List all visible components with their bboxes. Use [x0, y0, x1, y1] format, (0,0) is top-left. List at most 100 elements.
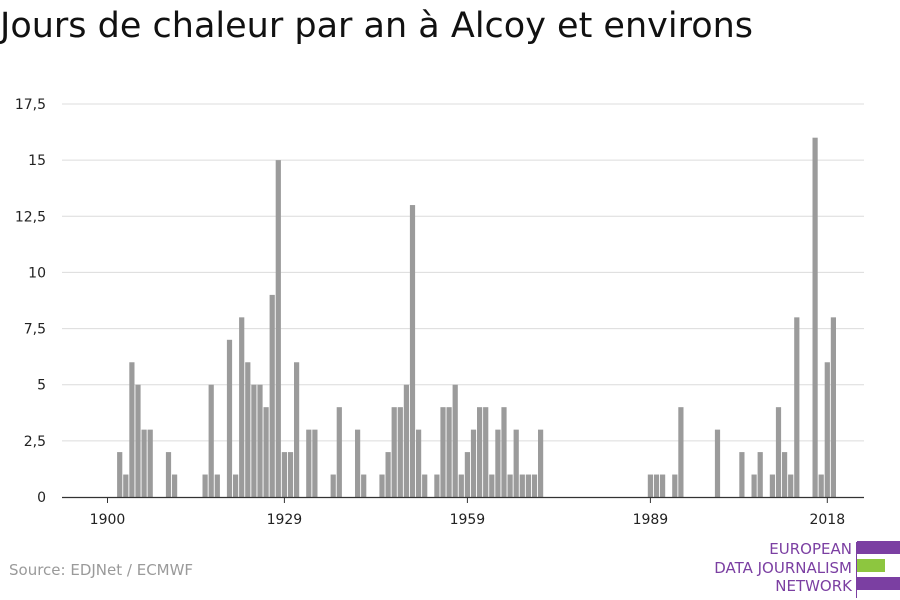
- bar-1906: [141, 429, 147, 497]
- bar-1945: [379, 474, 385, 497]
- bar-1905: [135, 384, 141, 497]
- bar-2000: [714, 429, 721, 497]
- x-tick-label: 1900: [90, 512, 126, 528]
- bar-1949: [403, 384, 409, 497]
- bar-2017: [818, 474, 824, 497]
- bar-1954: [434, 474, 440, 497]
- bar-1955: [440, 407, 446, 497]
- bar-1922: [239, 317, 245, 497]
- bar-1990: [653, 474, 660, 497]
- bar-1927: [269, 294, 275, 497]
- bar-1946: [385, 452, 391, 497]
- bar-1925: [257, 384, 263, 497]
- x-axis-ticks: 1900 1929 1959 1989 2018: [90, 497, 845, 528]
- bar-2010: [775, 407, 782, 497]
- bar-1921: [233, 474, 239, 497]
- bar-1941: [355, 429, 361, 497]
- y-tick-label: 12,5: [15, 209, 46, 225]
- bar-1963: [489, 474, 495, 497]
- bar-2007: [757, 452, 763, 497]
- x-tick-label: 1959: [450, 512, 486, 528]
- bar-1907: [147, 429, 153, 497]
- bar-1902: [117, 452, 123, 497]
- logo-bar-purple-bottom: [857, 577, 900, 590]
- x-tick-label: 2018: [809, 512, 845, 528]
- bar-1948: [397, 407, 403, 497]
- bar-1928: [275, 160, 281, 497]
- bar-1994: [678, 407, 684, 497]
- logo-text: EUROPEAN DATA JOURNALISM NETWORK: [714, 540, 852, 596]
- bar-1911: [172, 474, 178, 497]
- logo-line-2: DATA JOURNALISM: [714, 558, 852, 577]
- bar-2016: [812, 137, 818, 497]
- bar-2012: [788, 474, 794, 497]
- bar-1937: [330, 474, 336, 497]
- bar-1958: [458, 474, 464, 497]
- bar-1960: [470, 429, 477, 497]
- bar-1989: [647, 474, 653, 497]
- gridlines: [62, 103, 864, 442]
- bar-1933: [306, 429, 312, 497]
- bar-1938: [336, 407, 342, 497]
- bar-1961: [477, 407, 483, 497]
- bar-1969: [525, 474, 531, 497]
- bar-2006: [751, 474, 757, 497]
- bar-1956: [446, 407, 452, 497]
- bar-1971: [538, 429, 544, 497]
- logo-line-1: EUROPEAN: [769, 540, 852, 558]
- bar-1918: [214, 474, 220, 497]
- bar-1991: [660, 474, 666, 497]
- y-tick-label: 17,5: [15, 97, 46, 113]
- bar-1904: [129, 362, 135, 497]
- bar-1993: [672, 474, 678, 497]
- y-axis-ticks: 0 2,5 5 7,5 10 12,5 15 17,5: [15, 97, 46, 506]
- bar-1917: [208, 384, 214, 497]
- logo-bar-green: [857, 559, 900, 572]
- y-tick-label: 2,5: [24, 434, 46, 450]
- bar-1962: [483, 407, 489, 497]
- bar-1916: [202, 474, 208, 497]
- bar-1924: [251, 384, 257, 497]
- bar-1920: [226, 339, 233, 497]
- bar-2009: [769, 474, 775, 497]
- bar-1929: [281, 452, 287, 497]
- bar-1926: [263, 407, 269, 497]
- logo-separator: [856, 542, 857, 598]
- bar-1959: [464, 452, 470, 497]
- bar-2013: [794, 317, 800, 497]
- bar-2011: [782, 452, 788, 497]
- bar-1934: [312, 429, 318, 497]
- bar-1964: [495, 429, 501, 497]
- bar-1965: [501, 407, 507, 497]
- bar-chart: 0 2,5 5 7,5 10 12,5 15 17,5 1900 1929 1959 1989 201…: [15, 97, 864, 528]
- bar-2019: [830, 317, 836, 497]
- bar-1967: [513, 429, 519, 497]
- bar-1930: [287, 452, 294, 497]
- logo-line-3: NETWORK: [775, 577, 852, 595]
- bar-1957: [452, 384, 458, 497]
- bar-2004: [739, 452, 745, 497]
- bars: [117, 137, 836, 497]
- y-tick-label: 0: [37, 490, 46, 506]
- bar-1910: [165, 452, 172, 497]
- bar-1903: [123, 474, 129, 497]
- bar-2018: [824, 362, 830, 497]
- edjnet-logo: EUROPEAN DATA JOURNALISM NETWORK: [700, 540, 900, 600]
- bar-1931: [294, 362, 300, 497]
- chart-title: Jours de chaleur par an à Alcoy et envir…: [0, 6, 754, 46]
- bar-1966: [507, 474, 513, 497]
- y-tick-label: 10: [28, 265, 46, 281]
- y-tick-label: 7,5: [24, 322, 46, 338]
- bar-1970: [531, 474, 538, 497]
- y-tick-label: 15: [28, 153, 46, 169]
- x-tick-label: 1989: [633, 512, 669, 528]
- bar-1923: [245, 362, 251, 497]
- logo-bar-purple-top: [857, 541, 900, 554]
- x-tick-label: 1929: [267, 512, 303, 528]
- bar-1950: [409, 205, 416, 497]
- bar-1942: [361, 474, 367, 497]
- bar-1968: [519, 474, 525, 497]
- source-note: Source: EDJNet / ECMWF: [9, 561, 194, 579]
- bar-1952: [422, 474, 428, 497]
- bar-1951: [416, 429, 422, 497]
